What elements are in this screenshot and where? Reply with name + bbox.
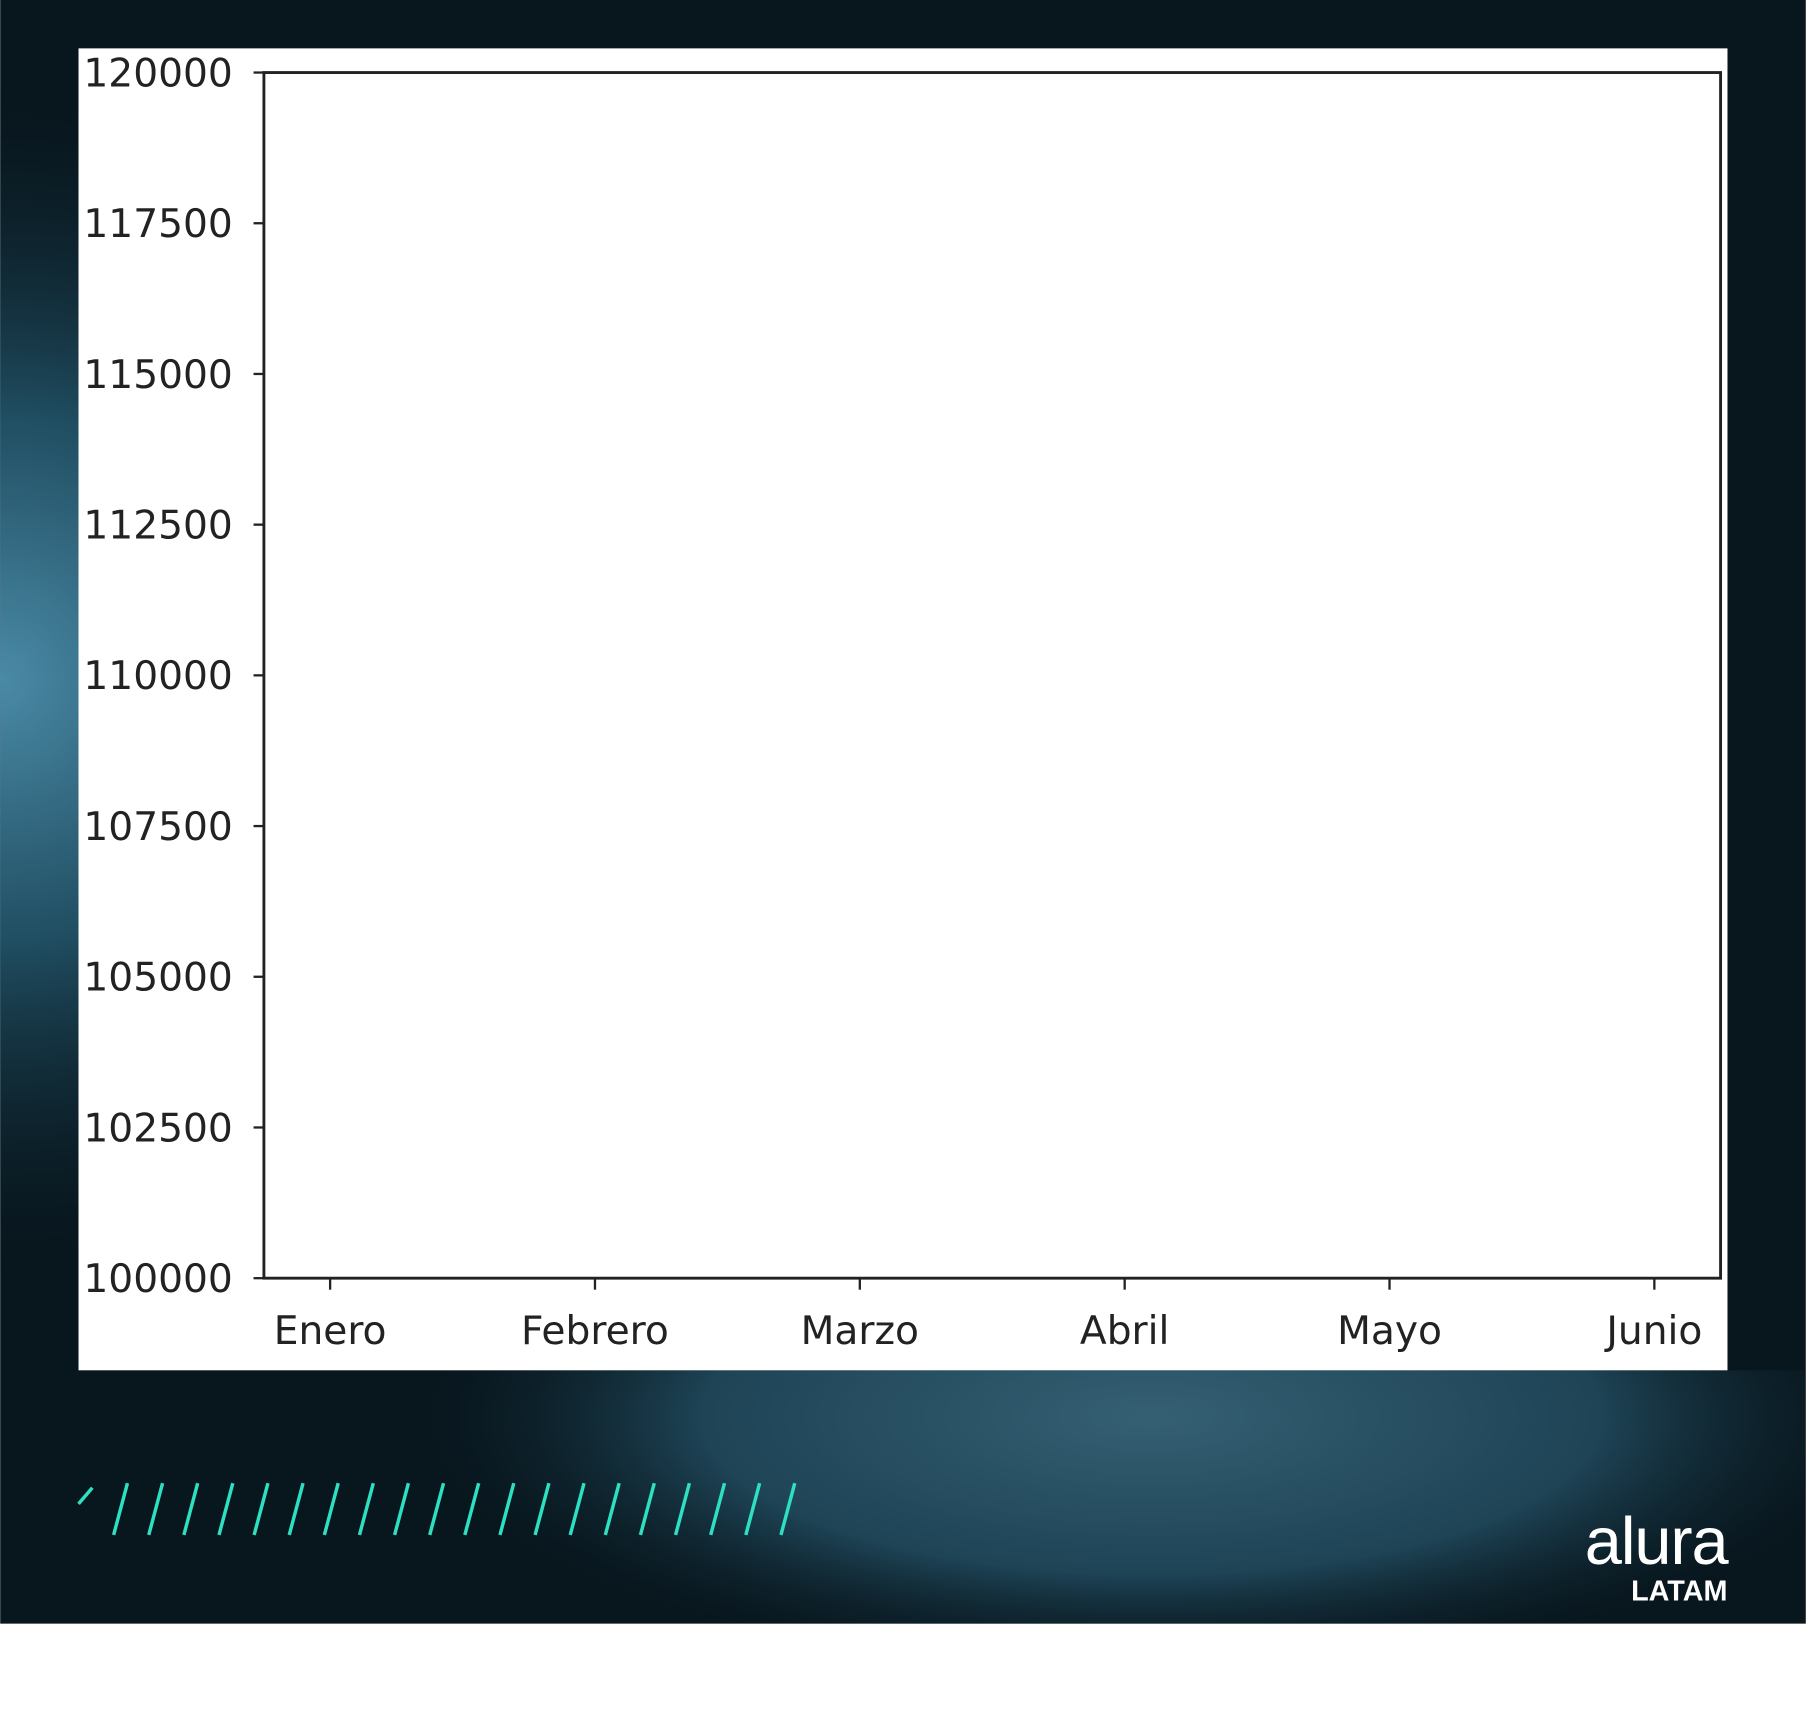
slash [673,1482,692,1536]
slash [709,1482,727,1536]
background-glow [0,1370,1806,1624]
x-tick-label: Enero [274,1309,387,1354]
slash [498,1482,516,1536]
x-tick-label: Febrero [521,1309,669,1354]
y-tick-label: 117500 [83,202,232,247]
slash [779,1482,797,1536]
x-tick-label: Mayo [1337,1309,1442,1354]
slash [357,1482,375,1536]
x-tick-label: Abril [1080,1309,1169,1354]
slash [147,1482,165,1536]
y-tick-label: 110000 [83,654,232,699]
slash [287,1482,305,1536]
slash [568,1482,586,1536]
plot-frame [262,71,1723,1280]
slash [252,1482,270,1536]
x-tick-label: Junio [1603,1309,1702,1354]
slash [638,1482,656,1536]
slash [533,1482,551,1536]
slash [428,1482,446,1536]
slash [603,1482,621,1536]
y-tick-label: 115000 [83,353,232,398]
slash [463,1482,481,1536]
slash [111,1482,130,1536]
slash [322,1482,340,1536]
x-tick-label: Marzo [801,1309,919,1354]
y-tick-label: 102500 [83,1106,232,1151]
y-tick-label: 107500 [83,805,232,850]
slash [217,1482,235,1536]
y-tick-label: 112500 [83,503,232,548]
decoration [77,1482,797,1536]
y-tick-label: 100000 [83,1257,232,1302]
brand-region: LATAM [1631,1576,1727,1608]
slash [77,1486,94,1506]
y-tick-label: 105000 [83,956,232,1001]
y-tick-label: 120000 [83,51,232,96]
chart-panel [78,48,1728,1371]
brand-name: alura [1585,1505,1730,1579]
slash [392,1482,411,1536]
slash [744,1482,762,1536]
slash [182,1482,200,1536]
chart: 100000 102500 105000 107500 110000 112500 1150… [83,51,1723,1354]
